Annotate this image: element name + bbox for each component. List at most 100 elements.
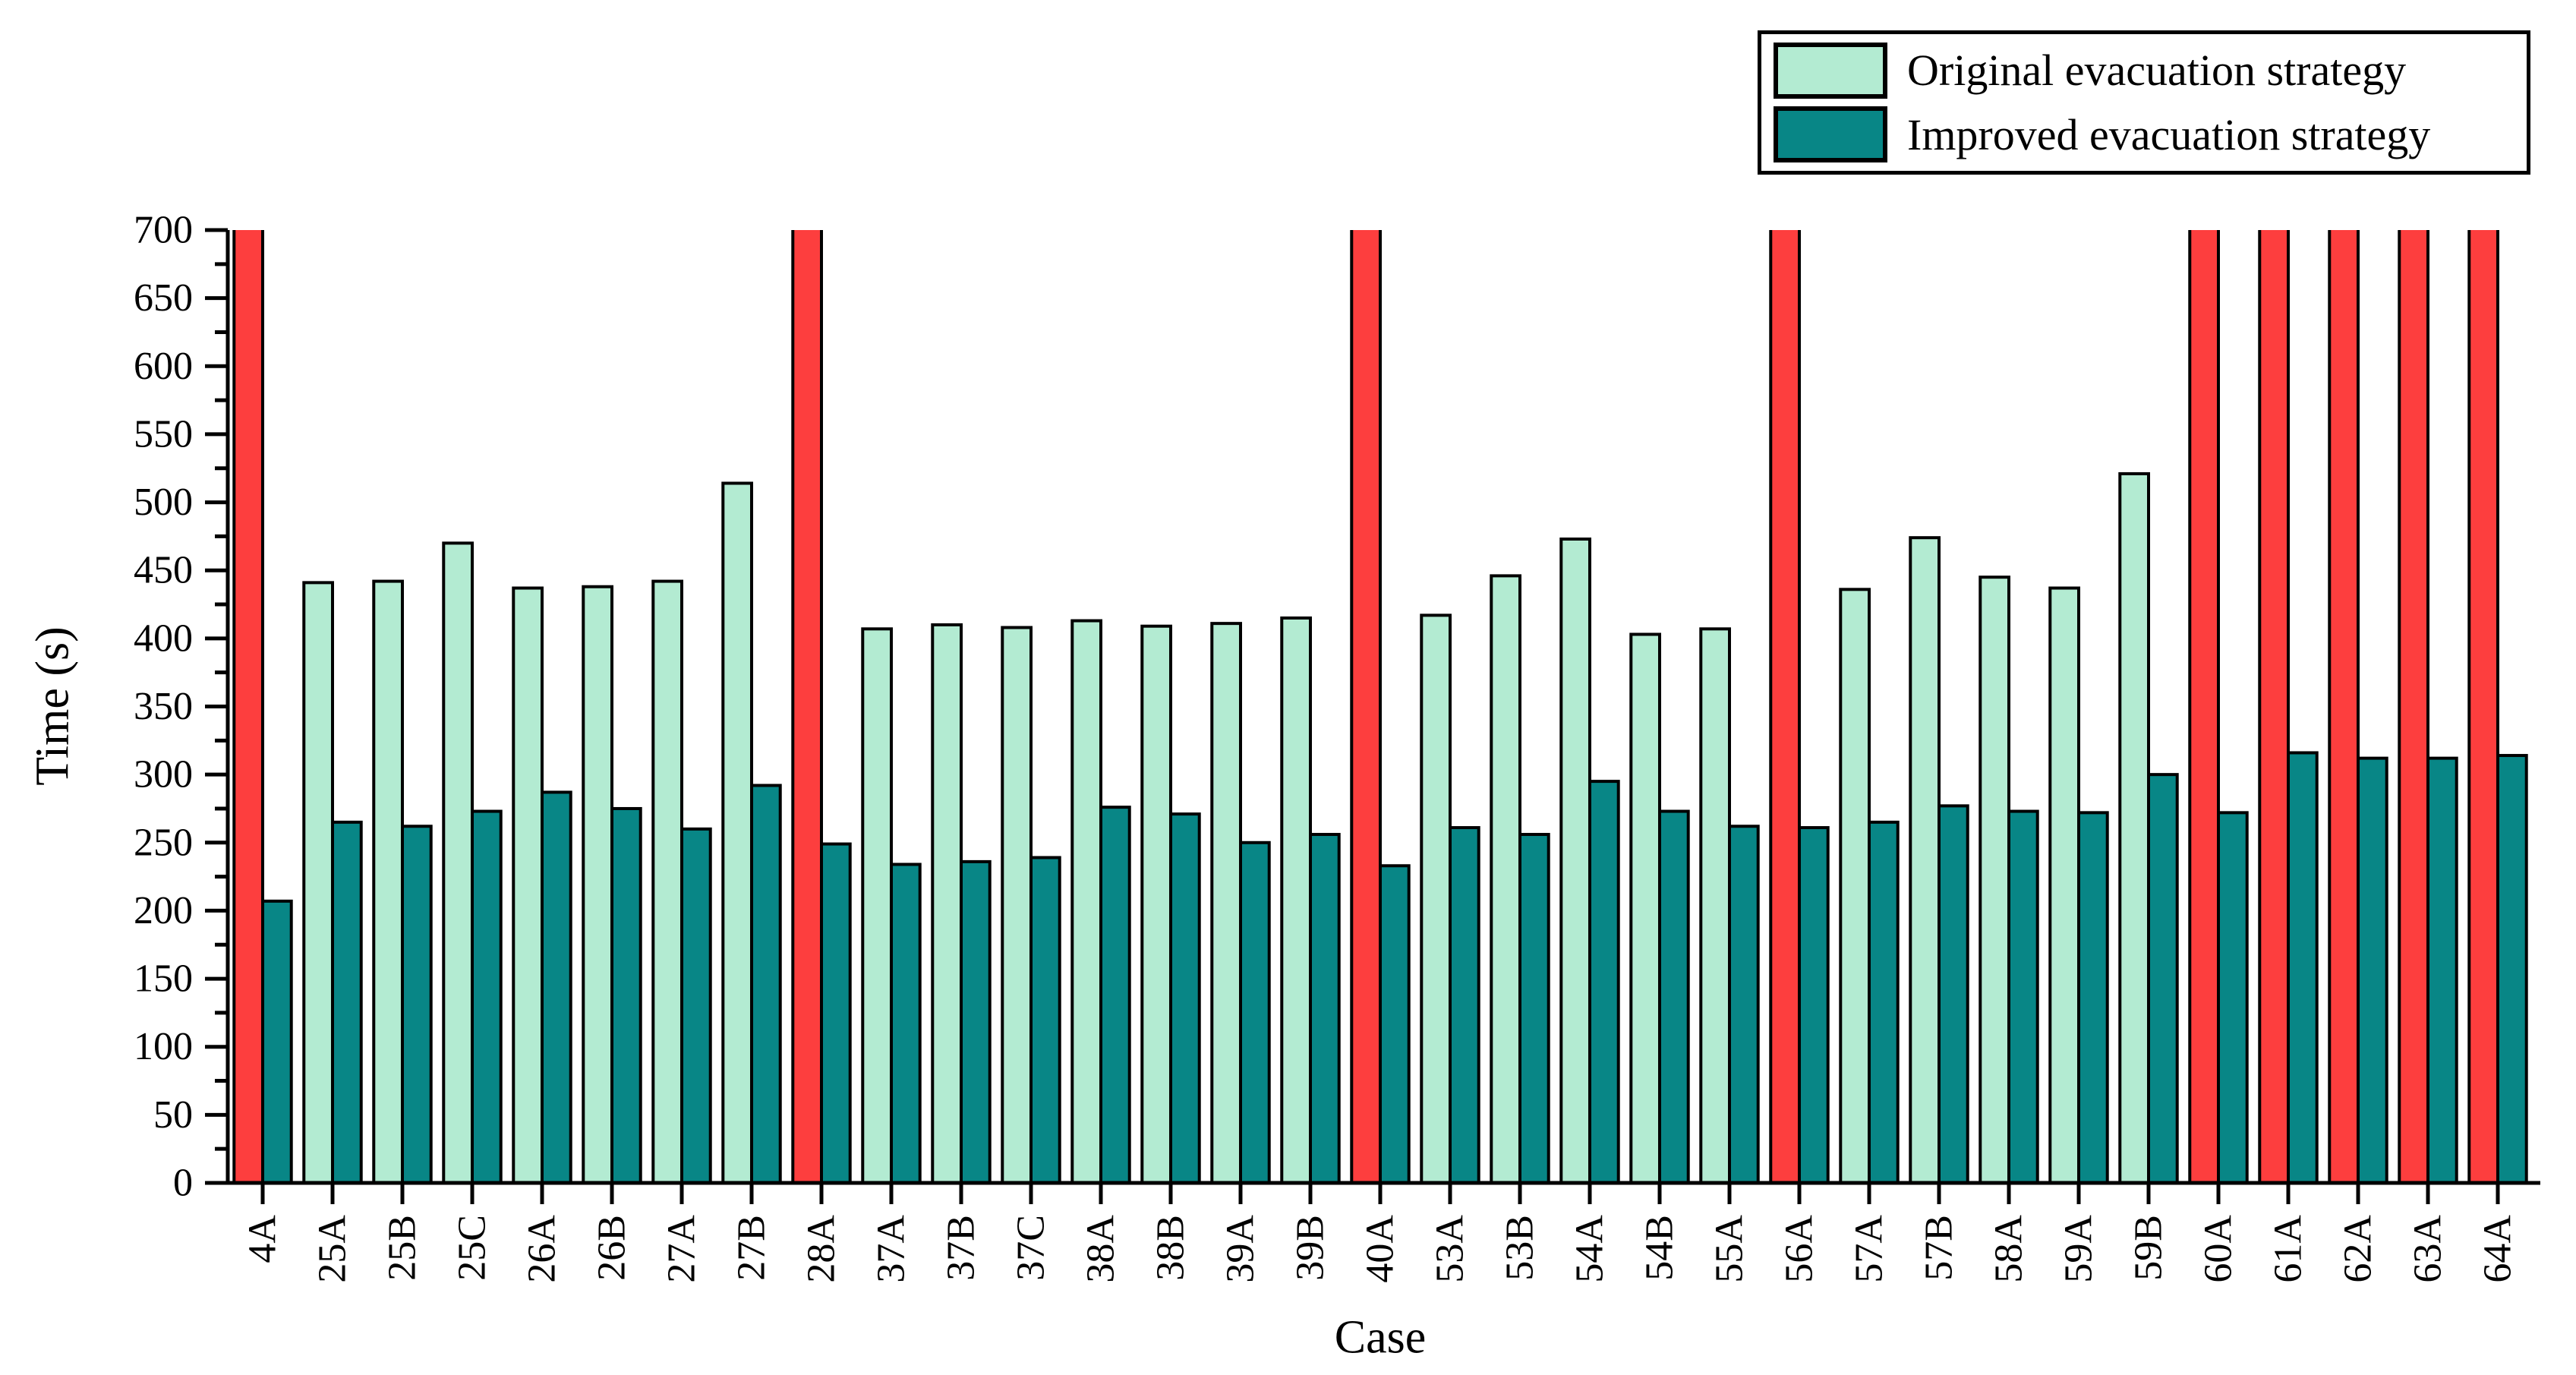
bar-exceed-63A — [2398, 230, 2430, 1183]
x-case-label-26A: 26A — [521, 1215, 564, 1283]
x-case-label-38B: 38B — [1149, 1215, 1193, 1281]
y-tick-label-500: 500 — [134, 481, 193, 524]
bar-improved-37A — [890, 863, 922, 1184]
bar-improved-55A — [1728, 825, 1760, 1185]
bar-original-37B — [931, 623, 963, 1184]
bar-exceed-61A — [2258, 230, 2291, 1183]
bar-exceed-64A — [2467, 230, 2500, 1183]
bar-original-38A — [1070, 619, 1103, 1184]
x-case-label-53A: 53A — [1429, 1215, 1472, 1283]
y-tick-label-250: 250 — [134, 821, 193, 864]
bar-improved-27A — [680, 827, 712, 1185]
legend-item-improved: Improved evacuation strategy — [1774, 106, 2527, 163]
y-tick-label-50: 50 — [153, 1093, 193, 1137]
y-tick-label-400: 400 — [134, 617, 193, 660]
y-tick-label-0: 0 — [173, 1162, 193, 1205]
bar-improved-26A — [541, 790, 572, 1184]
x-case-label-27A: 27A — [661, 1215, 704, 1283]
bar-original-54B — [1629, 632, 1662, 1184]
bar-improved-39B — [1309, 833, 1341, 1184]
bar-original-37C — [1001, 626, 1033, 1184]
x-case-label-57A: 57A — [1848, 1215, 1891, 1283]
x-case-label-60A: 60A — [2197, 1215, 2240, 1283]
bar-original-37A — [861, 627, 894, 1184]
bar-original-27B — [721, 481, 754, 1184]
bar-improved-26B — [610, 806, 642, 1184]
y-tick-label-650: 650 — [134, 276, 193, 320]
x-case-label-25A: 25A — [311, 1215, 355, 1283]
x-axis-title: Case — [1334, 1311, 1427, 1364]
x-case-label-64A: 64A — [2477, 1215, 2520, 1283]
x-case-label-39B: 39B — [1289, 1215, 1332, 1281]
x-case-label-39A: 39A — [1219, 1215, 1263, 1283]
bar-improved-25B — [401, 825, 433, 1185]
bar-improved-54A — [1588, 780, 1620, 1185]
bar-improved-25C — [471, 809, 503, 1185]
bar-improved-58A — [2007, 809, 2039, 1185]
bar-improved-25A — [331, 820, 363, 1184]
x-case-label-37A: 37A — [870, 1215, 913, 1283]
legend-swatch-improved — [1774, 106, 1887, 163]
y-tick-label-600: 600 — [134, 345, 193, 388]
bar-improved-28A — [820, 842, 852, 1185]
bar-original-59A — [2048, 586, 2081, 1184]
bar-improved-56A — [1798, 826, 1830, 1185]
bar-improved-60A — [2217, 811, 2249, 1185]
bar-improved-59B — [2147, 773, 2179, 1184]
bar-original-26B — [582, 585, 614, 1184]
bar-improved-53B — [1518, 833, 1550, 1184]
bar-original-25C — [442, 541, 475, 1184]
bar-original-39B — [1280, 616, 1313, 1184]
bar-original-57A — [1839, 588, 1871, 1184]
y-tick-label-350: 350 — [134, 685, 193, 728]
bar-original-53B — [1490, 574, 1522, 1184]
bar-improved-57B — [1938, 804, 1969, 1184]
x-case-label-63A: 63A — [2407, 1215, 2450, 1283]
bar-improved-64A — [2496, 754, 2528, 1184]
bar-improved-4A — [261, 899, 293, 1184]
y-tick-label-200: 200 — [134, 889, 193, 932]
bar-original-38B — [1140, 624, 1173, 1184]
bar-original-27A — [651, 579, 684, 1184]
y-tick-label-150: 150 — [134, 957, 193, 1001]
bar-original-53A — [1420, 613, 1452, 1184]
y-axis-title: Time (s) — [27, 626, 79, 786]
bar-improved-59A — [2077, 811, 2109, 1185]
x-case-label-56A: 56A — [1778, 1215, 1821, 1283]
x-case-label-59B: 59B — [2127, 1215, 2171, 1281]
bar-exceed-28A — [791, 230, 824, 1183]
x-case-label-26B: 26B — [591, 1215, 634, 1281]
x-case-label-4A: 4A — [241, 1215, 285, 1263]
x-case-label-38A: 38A — [1080, 1215, 1123, 1283]
x-case-label-57B: 57B — [1918, 1215, 1961, 1281]
bar-exceed-4A — [232, 230, 264, 1183]
bar-improved-61A — [2287, 751, 2319, 1184]
y-tick-label-700: 700 — [134, 209, 193, 252]
bar-original-54A — [1559, 537, 1592, 1184]
x-case-label-37C: 37C — [1010, 1215, 1053, 1281]
x-case-label-62A: 62A — [2337, 1215, 2380, 1283]
x-case-label-54B: 54B — [1638, 1215, 1682, 1281]
x-case-label-54A: 54A — [1569, 1215, 1612, 1283]
bar-improved-38A — [1099, 806, 1131, 1184]
x-case-label-28A: 28A — [800, 1215, 843, 1283]
bar-improved-57A — [1868, 820, 1900, 1184]
y-tick-label-550: 550 — [134, 412, 193, 456]
x-case-label-40A: 40A — [1359, 1215, 1402, 1283]
legend-swatch-original — [1774, 42, 1887, 99]
bar-improved-40A — [1379, 864, 1411, 1184]
bar-improved-39A — [1239, 840, 1271, 1185]
x-case-label-55A: 55A — [1708, 1215, 1751, 1283]
y-tick-label-300: 300 — [134, 753, 193, 796]
bar-improved-27B — [750, 784, 782, 1184]
bar-original-55A — [1699, 627, 1732, 1184]
x-case-label-58A: 58A — [1988, 1215, 2031, 1283]
bar-exceed-60A — [2188, 230, 2221, 1183]
legend-label-improved: Improved evacuation strategy — [1907, 109, 2431, 159]
bar-original-58A — [1979, 576, 2011, 1184]
x-case-label-37B: 37B — [940, 1215, 983, 1281]
legend-item-original: Original evacuation strategy — [1774, 42, 2527, 99]
bar-improved-37C — [1029, 856, 1061, 1185]
